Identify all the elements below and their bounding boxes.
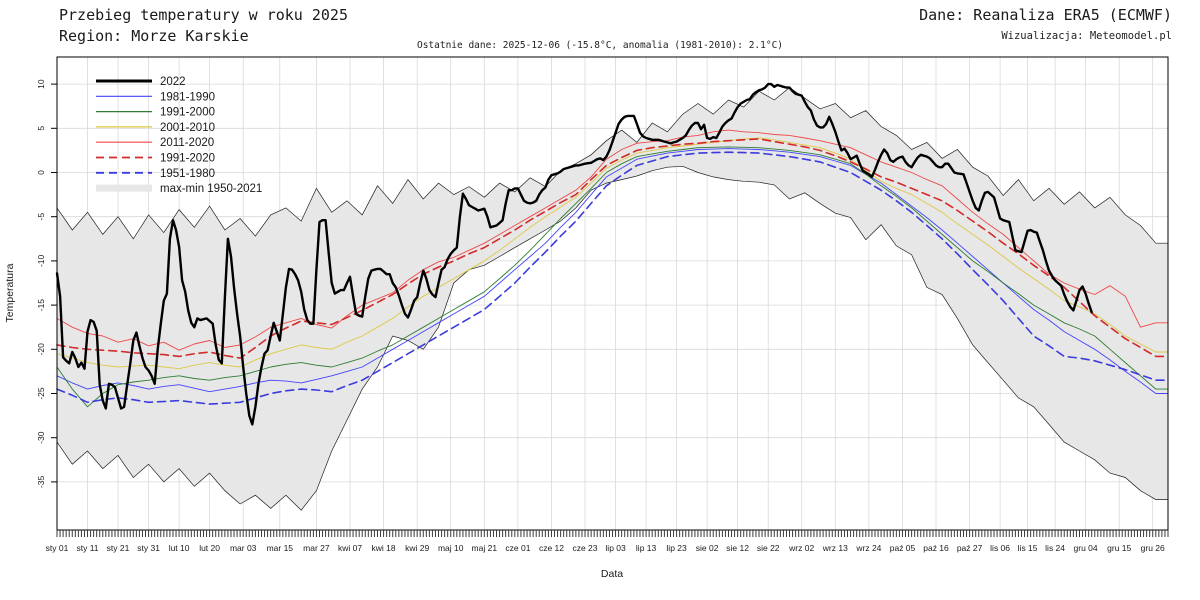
x-tick-label: lut 10 [169,543,190,553]
x-tick-label: gru 04 [1074,543,1098,553]
x-tick-label: sty 31 [137,543,160,553]
y-tick-label: 10 [36,79,46,89]
x-tick-label: gru 15 [1107,543,1131,553]
x-tick-label: gru 26 [1141,543,1165,553]
x-tick-label: sie 02 [696,543,719,553]
x-tick-label: cze 01 [505,543,530,553]
y-tick-label: -20 [36,343,46,356]
page-title: Przebieg temperatury w roku 2025 [59,6,348,24]
y-axis-title: Temperatura [4,263,16,322]
y-tick-label: -10 [36,254,46,267]
x-tick-label: lip 23 [666,543,687,553]
x-tick-label: cze 23 [572,543,597,553]
last-data-subtitle: Ostatnie dane: 2025-12-06 (-15.8°C, anom… [416,40,784,51]
visualization-credit: Wizualizacja: Meteomodel.pl [1001,30,1172,42]
x-tick-label: cze 12 [539,543,564,553]
x-tick-label: maj 21 [472,543,498,553]
x-axis-title: Data [601,568,623,580]
x-tick-label: mar 15 [267,543,294,553]
legend-label: 1991-2020 [160,153,215,165]
x-tick-label: mar 27 [303,543,330,553]
legend-label: 2001-2010 [160,122,215,134]
x-tick-label: kwi 18 [372,543,396,553]
series-2011-2020 [56,129,1169,351]
x-tick-label: sty 01 [46,543,69,553]
chart-legend: 2022 1981-1990 1991-2000 2001-2010 2011-2020… [96,76,262,195]
y-axis: 10 5 0 -5 -10 -15 -20 -25 -30 -35 Temperatura [4,79,57,488]
x-tick-label: lut 20 [199,543,220,553]
x-tick-label: maj 10 [438,543,464,553]
y-tick-label: -35 [36,475,46,488]
x-axis: sty 01 sty 11 sty 21 sty 31 lut 10 lut 20 mar … [46,530,1169,580]
x-tick-label: lis 24 [1045,543,1065,553]
x-tick-label: sie 12 [726,543,749,553]
x-tick-label: kwi 07 [338,543,362,553]
x-tick-label: paź 05 [890,543,916,553]
x-tick-label: sty 21 [107,543,130,553]
legend-label: 1951-1980 [160,168,215,180]
y-tick-label: -25 [36,387,46,400]
x-tick-label: lis 06 [990,543,1010,553]
series-1951-1980 [56,151,1169,405]
series-1981-1990 [56,148,1169,394]
legend-label: 1981-1990 [160,91,215,103]
legend-label: 1991-2000 [160,107,215,119]
x-tick-label: wrz 24 [855,543,881,553]
data-source-label: Dane: Reanaliza ERA5 (ECMWF) [919,6,1172,24]
y-tick-label: 5 [36,126,46,131]
y-tick-label: -5 [36,213,46,221]
x-tick-label: kwi 29 [405,543,429,553]
legend-band-swatch [96,184,152,192]
band-max-min [57,87,1168,511]
x-tick-label: wrz 13 [822,543,848,553]
legend-label: 2022 [160,76,186,88]
region-subtitle: Region: Morze Karskie [59,27,249,45]
x-tick-label: wrz 02 [788,543,814,553]
x-tick-label: lis 15 [1018,543,1038,553]
series-2022 [55,82,1093,426]
x-tick-label: sie 22 [757,543,780,553]
x-tick-label: sty 11 [76,543,98,553]
x-tick-label: lip 03 [605,543,626,553]
y-tick-label: 0 [36,170,46,175]
x-tick-label: lip 13 [636,543,657,553]
legend-label: 2011-2020 [160,137,214,149]
series-1991-2000 [56,146,1169,408]
x-tick-label: paź 27 [957,543,983,553]
x-tick-label: paź 16 [923,543,949,553]
y-tick-label: -30 [36,431,46,444]
legend-label: max-min 1950-2021 [160,183,262,195]
x-tick-label: mar 03 [230,543,257,553]
y-tick-label: -15 [36,299,46,312]
